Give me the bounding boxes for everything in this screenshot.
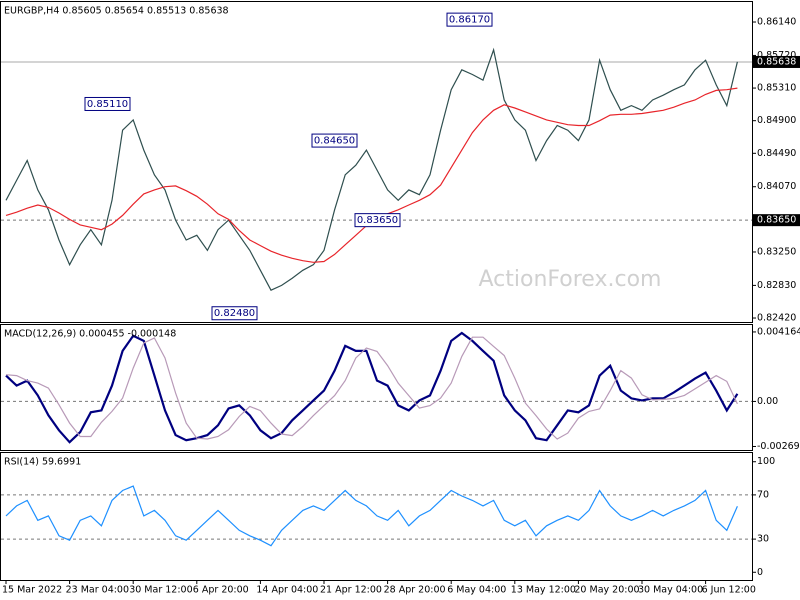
panel-title: MACD(12,26,9) 0.000455 -0.000148: [4, 329, 176, 340]
panel-frame: [0, 324, 753, 451]
series-line: [5, 485, 738, 547]
series-line: [5, 331, 739, 444]
y-tick-label: 0.004164: [757, 326, 800, 337]
panel-title: RSI(14) 59.6991: [4, 457, 81, 468]
x-tick-label: 30 Mar 12:00: [129, 585, 192, 596]
x-tick-label: 15 Mar 2022: [2, 585, 62, 596]
y-tick-label: 0.82830: [757, 280, 796, 291]
y-tick-label: 0.83250: [757, 246, 796, 257]
y-tick-label: 0: [757, 567, 763, 578]
x-tick-label: 28 Apr 20:00: [384, 585, 446, 596]
level-label: 0.83650: [757, 215, 796, 226]
annotation-label: 0.86170: [449, 15, 490, 26]
series-line: [5, 47, 738, 291]
x-tick-label: 6 Jun 12:00: [702, 585, 756, 596]
y-tick-label: 0.00: [757, 396, 778, 407]
y-tick-label: 0.84490: [757, 148, 796, 159]
x-tick-label: 20 May 20:00: [574, 585, 639, 596]
annotation-box: [211, 306, 258, 321]
x-tick-label: 21 Apr 12:00: [320, 585, 382, 596]
y-tick-label: 100: [757, 456, 775, 467]
x-tick-label: 23 Mar 04:00: [66, 585, 129, 596]
y-tick-label: -0.002699: [757, 441, 800, 452]
watermark: ActionForex.com: [479, 267, 662, 292]
x-tick-label: 30 May 04:00: [638, 585, 703, 596]
annotation-box: [446, 12, 493, 27]
y-tick-label: 0.82420: [757, 313, 796, 324]
level-label-box: [753, 214, 800, 227]
price-label-box: [753, 55, 800, 68]
annotation-label: 0.82480: [214, 308, 255, 319]
x-tick-label: 6 May 04:00: [447, 585, 506, 596]
y-tick-label: 0.85720: [757, 50, 796, 61]
panel-title: EURGBP,H4 0.85605 0.85654 0.85513 0.8563…: [4, 6, 229, 17]
x-tick-label: 6 Apr 20:00: [193, 585, 249, 596]
y-tick-label: 0.84070: [757, 181, 796, 192]
y-tick-label: 0.86140: [757, 17, 796, 28]
annotation-box: [354, 213, 401, 228]
annotation-box: [84, 96, 131, 111]
series-line: [5, 336, 738, 440]
annotation-label: 0.83650: [357, 215, 398, 226]
x-tick-label: 14 Apr 04:00: [256, 585, 318, 596]
y-tick-label: 0.84900: [757, 115, 796, 126]
panel-frame: [0, 1, 753, 323]
x-tick-label: 13 May 12:00: [511, 585, 576, 596]
y-tick-label: 0.85310: [757, 83, 796, 94]
panel-frame: [0, 452, 753, 581]
annotation-label: 0.84650: [314, 136, 355, 147]
annotation-box: [311, 133, 358, 148]
annotation-label: 0.85110: [87, 99, 128, 110]
price-label: 0.85638: [757, 56, 796, 67]
y-tick-label: 30: [757, 534, 769, 545]
y-tick-label: 70: [757, 489, 769, 500]
